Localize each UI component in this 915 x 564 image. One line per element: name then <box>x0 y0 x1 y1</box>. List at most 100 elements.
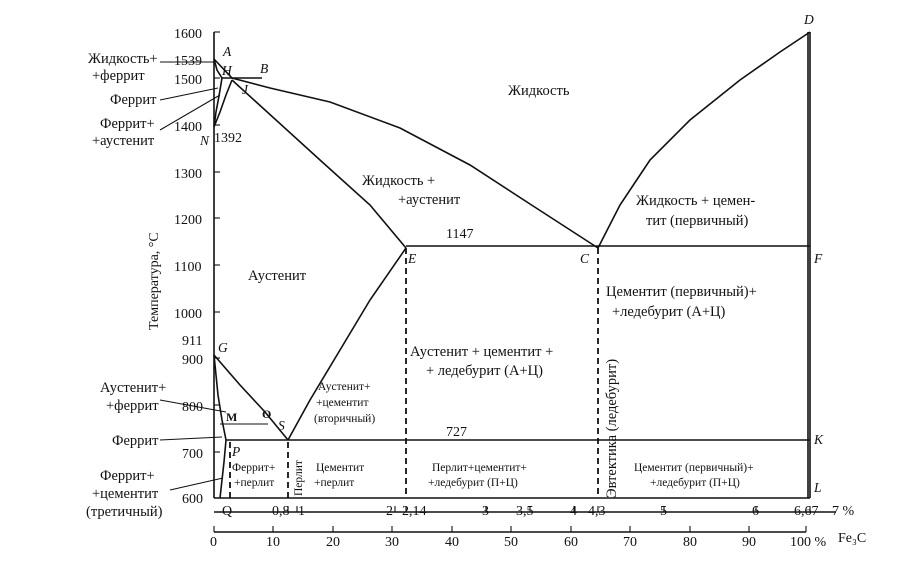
label-ferrite-low: Феррит <box>112 433 159 449</box>
label-ferrite-austenite-2: +аустенит <box>92 133 155 149</box>
y-tick: 1200 <box>174 213 202 228</box>
solidus-je <box>231 79 407 249</box>
fe3c-tick: 50 <box>504 535 518 550</box>
fe3c-tick: 30 <box>385 535 399 550</box>
point-f: F <box>813 251 823 266</box>
label-ferrite: Феррит <box>110 92 157 108</box>
point-l: L <box>813 480 822 495</box>
region-austenite-cem2-2: +цементит <box>316 397 369 409</box>
point-labels: A B H J N D E C F G M O S P K L <box>199 12 824 495</box>
carbon-tick: 0,8 <box>272 504 290 519</box>
fe3c-tick: 60 <box>564 535 578 550</box>
label-liquid-ferrite-2: +феррит <box>92 68 145 84</box>
fe3c-tick: 70 <box>623 535 637 550</box>
region-austenite: Аустенит <box>248 268 307 284</box>
region-pcl-1: Перлит+цементит+ <box>432 462 527 474</box>
region-cementite-ledeburite-2: +ледебурит (А+Ц) <box>612 304 725 320</box>
temp-727: 727 <box>446 425 467 440</box>
fe3c-tick: 100 % <box>790 535 827 550</box>
y-tick: 1000 <box>174 307 202 322</box>
y-tick: 1300 <box>174 167 202 182</box>
label-ferrite-cem3-3: (третичный) <box>86 504 163 520</box>
liquidus-cd <box>597 31 811 249</box>
label-ferrite-austenite-1: Феррит+ <box>100 116 155 132</box>
y-tick: 900 <box>182 353 203 368</box>
region-ferrite-pearlite-1: Феррит+ <box>232 462 275 474</box>
region-cl-pc-1: Цементит (первичный)+ <box>634 462 754 474</box>
y-tick: 1400 <box>174 120 202 135</box>
acm-line-es <box>287 247 407 441</box>
carbon-tick: 1 <box>298 504 305 519</box>
carbon-tick: Q <box>222 504 232 519</box>
region-acl-1: Аустенит + цементит + <box>410 344 553 360</box>
line-gp <box>213 354 227 441</box>
fe3c-tick: 20 <box>326 535 340 550</box>
point-s: S <box>278 418 285 433</box>
point-a: A <box>222 44 232 59</box>
region-pearlite: Перлит <box>293 460 305 496</box>
carbon-axis-labels: Q 0,8 1 2 2,14 3 3,5 4 4,3 5 6 6,67 7 % <box>222 504 855 519</box>
region-liquid: Жидкость <box>508 83 570 99</box>
region-pcl-2: +ледебурит (П+Ц) <box>428 477 518 489</box>
label-ferrite-cem3-1: Феррит+ <box>100 468 155 484</box>
region-austenite-cem2-1: Аустенит+ <box>318 381 371 393</box>
region-eutectic: Эвтектика (ледебурит) <box>604 359 620 498</box>
region-liquid-cementite-2: тит (первичный) <box>646 213 748 229</box>
region-liquid-austenite-2: +аустенит <box>398 192 461 208</box>
temp-911: 911 <box>182 334 202 349</box>
point-b: B <box>260 61 268 76</box>
label-ferrite-cem3-2: +цементит <box>92 486 159 502</box>
label-liquid-ferrite-1: Жидкость+ <box>88 51 158 67</box>
line-jn <box>213 79 233 128</box>
fe3c-label: Fe₃C <box>838 531 866 546</box>
carbon-tick: 2,14 <box>402 504 427 519</box>
callout-leaders <box>159 61 227 491</box>
y-tick: 1600 <box>174 27 202 42</box>
region-cementite-pearlite-1: Цементит <box>316 462 364 474</box>
carbon-tick: 6 <box>752 504 759 519</box>
axes-frame <box>213 31 836 533</box>
y-tick: 1100 <box>174 260 201 275</box>
carbon-tick: 5 <box>660 504 667 519</box>
region-ferrite-pearlite-2: +перлит <box>234 477 274 489</box>
fe3c-tick: 0 <box>210 535 217 550</box>
carbon-tick: 7 % <box>832 504 855 519</box>
line-ah <box>213 58 223 79</box>
a3-line-gs <box>213 354 289 441</box>
fe3c-axis-labels: 0 10 20 30 40 50 60 70 80 90 100 % Fe₃C <box>210 531 866 550</box>
left-labels: Жидкость+ +феррит Феррит Феррит+ +аустен… <box>86 51 166 520</box>
fe3c-tick: 80 <box>683 535 697 550</box>
point-o: O <box>262 407 271 421</box>
carbon-tick: 2 <box>386 504 393 519</box>
temp-1539: 1539 <box>174 54 202 69</box>
carbon-tick: 4 <box>570 504 577 519</box>
point-j: J <box>242 82 249 97</box>
point-n: N <box>199 133 210 148</box>
point-m: M <box>226 410 237 424</box>
carbon-tick: 4,3 <box>588 504 606 519</box>
point-e: E <box>407 251 417 266</box>
region-labels: Жидкость Жидкость + +аустенит Жидкость +… <box>232 83 757 498</box>
temp-1147: 1147 <box>446 227 473 242</box>
line-hn <box>213 77 223 128</box>
point-p: P <box>231 444 240 459</box>
carbon-tick: 3 <box>482 504 489 519</box>
point-k: K <box>813 432 824 447</box>
point-c: C <box>580 251 590 266</box>
region-cementite-pearlite-2: +перлит <box>314 477 354 489</box>
carbon-tick: 6,67 <box>794 504 819 519</box>
fe3c-tick: 10 <box>266 535 280 550</box>
label-austenite-ferrite-2: +феррит <box>106 398 159 414</box>
region-liquid-austenite-1: Жидкость + <box>362 173 435 189</box>
region-cl-pc-2: +ледебурит (П+Ц) <box>650 477 740 489</box>
fe3c-tick: 40 <box>445 535 459 550</box>
region-cementite-ledeburite-1: Цементит (первичный)+ <box>606 284 757 300</box>
point-h: H <box>221 63 233 78</box>
fe3c-tick: 90 <box>742 535 756 550</box>
region-acl-2: + ледебурит (А+Ц) <box>426 363 543 379</box>
y-tick: 600 <box>182 492 203 507</box>
y-tick: 1500 <box>174 73 202 88</box>
region-liquid-cementite-1: Жидкость + цемен- <box>636 193 755 209</box>
y-tick-labels: 1600 1500 1400 1300 1200 1100 1000 900 8… <box>174 27 473 507</box>
